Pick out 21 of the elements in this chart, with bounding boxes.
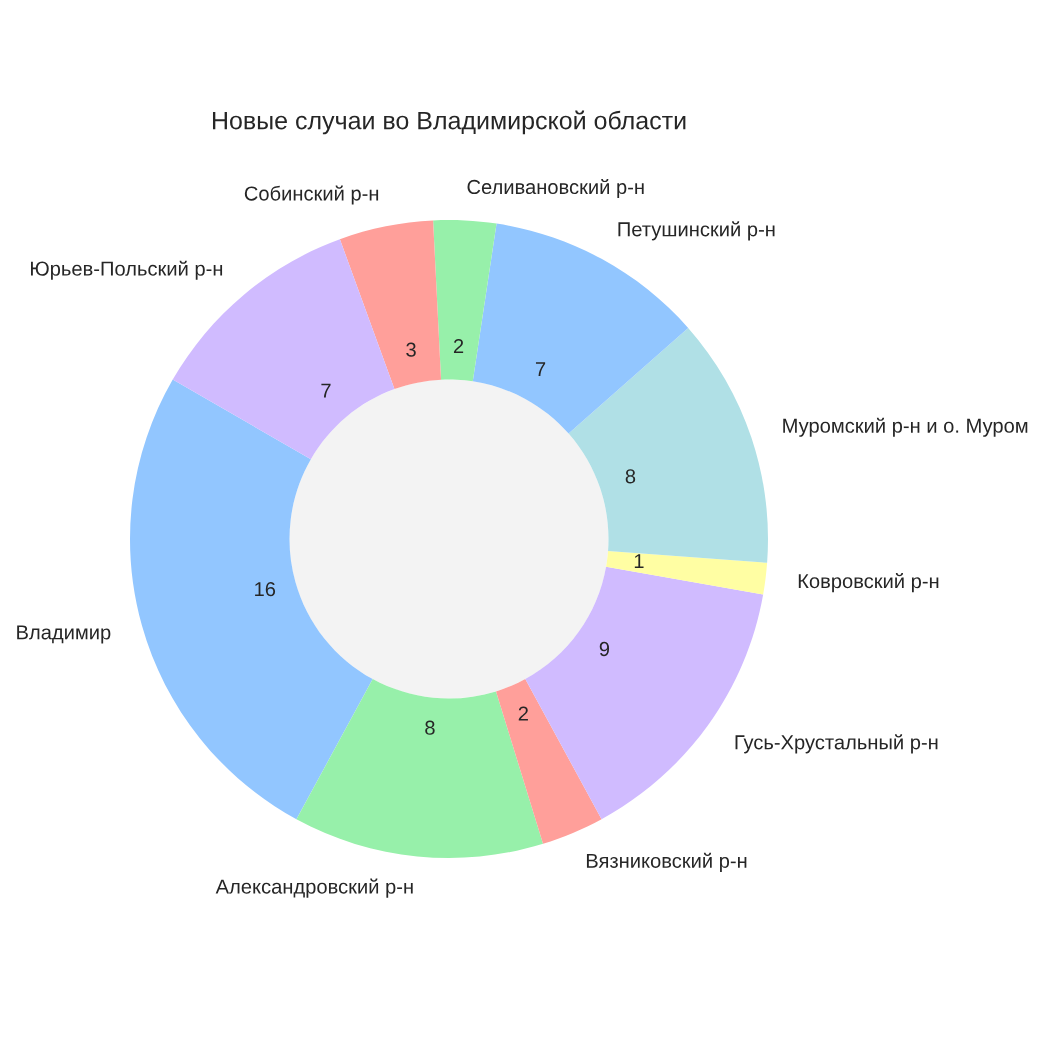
data-label: 7 xyxy=(535,362,546,377)
slice-label: Петушинский р-н xyxy=(618,221,775,241)
slice-label: Александровский р-н xyxy=(215,878,413,898)
data-label: 2 xyxy=(518,706,528,721)
slice-label: Муромский р-н и о. Муром xyxy=(783,417,1028,437)
data-label: 7 xyxy=(321,383,331,398)
slice-label: Юрьев-Польский р-н xyxy=(31,260,223,280)
slice-label: Селивановский р-н xyxy=(467,178,644,199)
slice-label: Владимир xyxy=(17,625,111,644)
chart-title: Новые случаи во Владимирской области xyxy=(212,110,686,135)
slice-label: Собинский р-н xyxy=(244,185,379,205)
data-label: 9 xyxy=(599,641,610,657)
slice-label: Ковровский р-н xyxy=(798,573,939,593)
data-label: 2 xyxy=(453,338,464,354)
data-label: 8 xyxy=(625,469,636,484)
slice-label: Вязниковский р-н xyxy=(586,852,747,872)
slice-label: Гусь-Хрустальный р-н xyxy=(735,734,938,754)
data-label: 1 xyxy=(634,554,644,569)
data-label: 3 xyxy=(406,342,416,357)
data-label: 8 xyxy=(425,720,435,735)
data-label: 16 xyxy=(255,581,276,597)
